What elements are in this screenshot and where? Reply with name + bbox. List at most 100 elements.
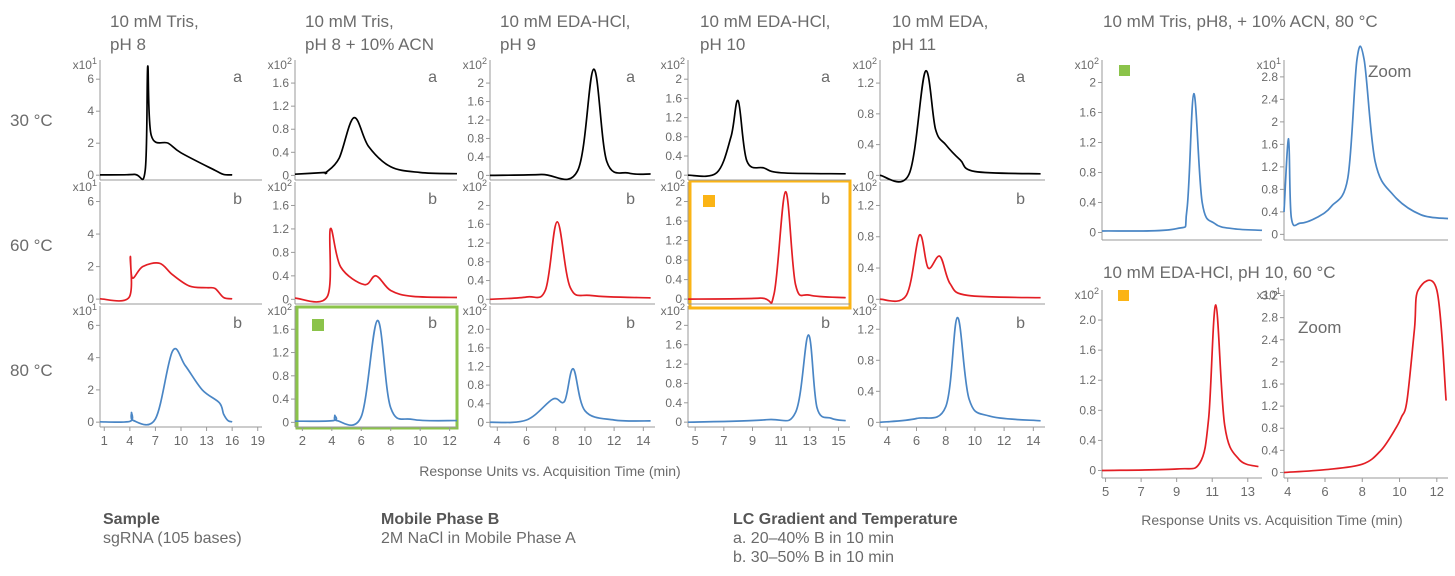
- y-tick-label: 2: [675, 72, 682, 86]
- y-tick-label: 2: [87, 383, 94, 397]
- y-tick-label: 2: [87, 136, 94, 150]
- x-tick-label: 4: [1284, 484, 1291, 499]
- y-tick-label: 0.4: [467, 150, 484, 164]
- y-tick-label: 0.4: [467, 274, 484, 288]
- sample-value: sgRNA (105 bases): [103, 530, 242, 547]
- y-tick-label: 2: [1271, 115, 1278, 129]
- x-tick-label: 10: [578, 433, 592, 448]
- x-tick-label: 11: [1205, 484, 1219, 499]
- y-tick-label: 2: [87, 260, 94, 274]
- column-title-3-line2: pH 9: [500, 35, 536, 54]
- y-tick-label: 0: [282, 415, 289, 429]
- x-tick-label: 12: [1430, 484, 1444, 499]
- y-tick-label: 0: [87, 415, 94, 429]
- x-tick-label: 1: [101, 433, 108, 448]
- panel-letter: a: [821, 69, 830, 86]
- y-tick-label: 1.6: [1261, 377, 1278, 391]
- y-tick-label: 2: [1089, 76, 1096, 90]
- y-tick-label: 0: [675, 292, 682, 306]
- y-tick-label: 0.4: [467, 397, 484, 411]
- y-multiplier: x102: [463, 56, 487, 72]
- x-tick-label: 13: [199, 433, 213, 448]
- y-multiplier: x102: [268, 178, 292, 194]
- x-tick-label: 13: [803, 433, 817, 448]
- y-tick-label: 0: [282, 292, 289, 306]
- panel-tris-acn-80c: 0 0.4 0.8 1.2 1.6 x102 b 2 4 6 8 10 12: [268, 302, 458, 448]
- y-tick-label: 1.6: [272, 76, 289, 90]
- y-tick-label: 0.4: [272, 269, 289, 283]
- y-tick-label: 2.0: [1079, 313, 1096, 327]
- column-title-4-line1: 10 mM EDA-HCl,: [700, 12, 830, 31]
- y-tick-label: 0.8: [272, 122, 289, 136]
- y-tick-label: 0.4: [665, 149, 682, 163]
- y-tick-label: 3.2: [1261, 289, 1278, 303]
- y-tick-label: 0.8: [272, 245, 289, 259]
- chromatogram-trace: [489, 68, 651, 181]
- marker-orange-square-right: [1118, 290, 1129, 301]
- y-tick-label: 0: [282, 168, 289, 182]
- y-tick-label: 4: [87, 104, 94, 118]
- x-tick-label: 6: [1321, 484, 1328, 499]
- y-multiplier: x102: [1075, 56, 1099, 72]
- column-title-5-line1: 10 mM EDA,: [892, 12, 988, 31]
- y-tick-label: 0.8: [467, 378, 484, 392]
- mobile-phase-label: Mobile Phase B: [381, 511, 500, 528]
- panel-tris-acn-30c: 0 0.4 0.8 1.2 1.6 x102 a: [268, 56, 458, 182]
- x-tick-label: 4: [884, 433, 891, 448]
- mobile-phase-value: 2M NaCl in Mobile Phase A: [381, 530, 576, 547]
- x-tick-label: 5: [692, 433, 699, 448]
- y-multiplier: x101: [73, 302, 97, 318]
- column-title-2-line1: 10 mM Tris,: [305, 12, 394, 31]
- right-bottom-title: 10 mM EDA-HCl, pH 10, 60 °C: [1103, 263, 1336, 282]
- y-tick-label: 0.8: [1079, 166, 1096, 180]
- chromatogram-trace: [687, 99, 846, 178]
- chromatogram-trace: [99, 255, 233, 302]
- chromatogram-trace: [1101, 304, 1259, 472]
- y-tick-label: 0: [87, 292, 94, 306]
- y-multiplier: x101: [1257, 56, 1281, 72]
- chromatogram-trace: [687, 190, 846, 304]
- y-multiplier: x101: [73, 56, 97, 72]
- y-tick-label: 0: [675, 168, 682, 182]
- y-tick-label: 1.2: [1261, 399, 1278, 413]
- y-tick-label: 0.8: [272, 369, 289, 383]
- x-tick-label: 14: [1026, 433, 1040, 448]
- y-tick-label: 2.0: [467, 322, 484, 336]
- y-multiplier: x102: [661, 56, 685, 72]
- chromatogram-trace: [294, 227, 458, 303]
- y-tick-label: 1.2: [1261, 160, 1278, 174]
- x-tick-label: 4: [494, 433, 501, 448]
- y-tick-label: 0: [675, 415, 682, 429]
- y-tick-label: 0: [867, 415, 874, 429]
- chromatogram-trace: [1283, 45, 1449, 227]
- chromatogram-trace: [1101, 92, 1263, 232]
- x-tick-label: 10: [968, 433, 982, 448]
- y-tick-label: 0.8: [1261, 182, 1278, 196]
- marker-green-square-right: [1119, 65, 1130, 76]
- y-tick-label: 1.2: [467, 236, 484, 250]
- x-tick-label: 10: [174, 433, 188, 448]
- y-tick-label: 2.4: [1261, 92, 1278, 106]
- y-tick-label: 6: [87, 72, 94, 86]
- x-tick-label: 10: [1392, 484, 1406, 499]
- x-tick-label: 7: [1137, 484, 1144, 499]
- y-tick-label: 1.2: [272, 222, 289, 236]
- y-tick-label: 1.2: [665, 111, 682, 125]
- x-tick-label: 5: [1102, 484, 1109, 499]
- x-tick-label: 16: [225, 433, 239, 448]
- x-tick-label: 6: [523, 433, 530, 448]
- y-tick-label: 0: [477, 292, 484, 306]
- marker-green-square: [312, 319, 324, 331]
- y-tick-label: 1.2: [665, 357, 682, 371]
- y-tick-label: 1.6: [665, 338, 682, 352]
- x-tick-label: 2: [299, 433, 306, 448]
- gradient-info: LC Gradient and Temperature a. 20–40% B …: [733, 510, 958, 567]
- x-tick-label: 7: [152, 433, 159, 448]
- sample-label: Sample: [103, 511, 160, 528]
- column-title-1-line2: pH 8: [110, 35, 146, 54]
- y-tick-label: 0.4: [1079, 196, 1096, 210]
- y-tick-label: 0.8: [665, 130, 682, 144]
- y-tick-label: 0: [1271, 465, 1278, 479]
- sample-info: Sample sgRNA (105 bases): [103, 510, 242, 548]
